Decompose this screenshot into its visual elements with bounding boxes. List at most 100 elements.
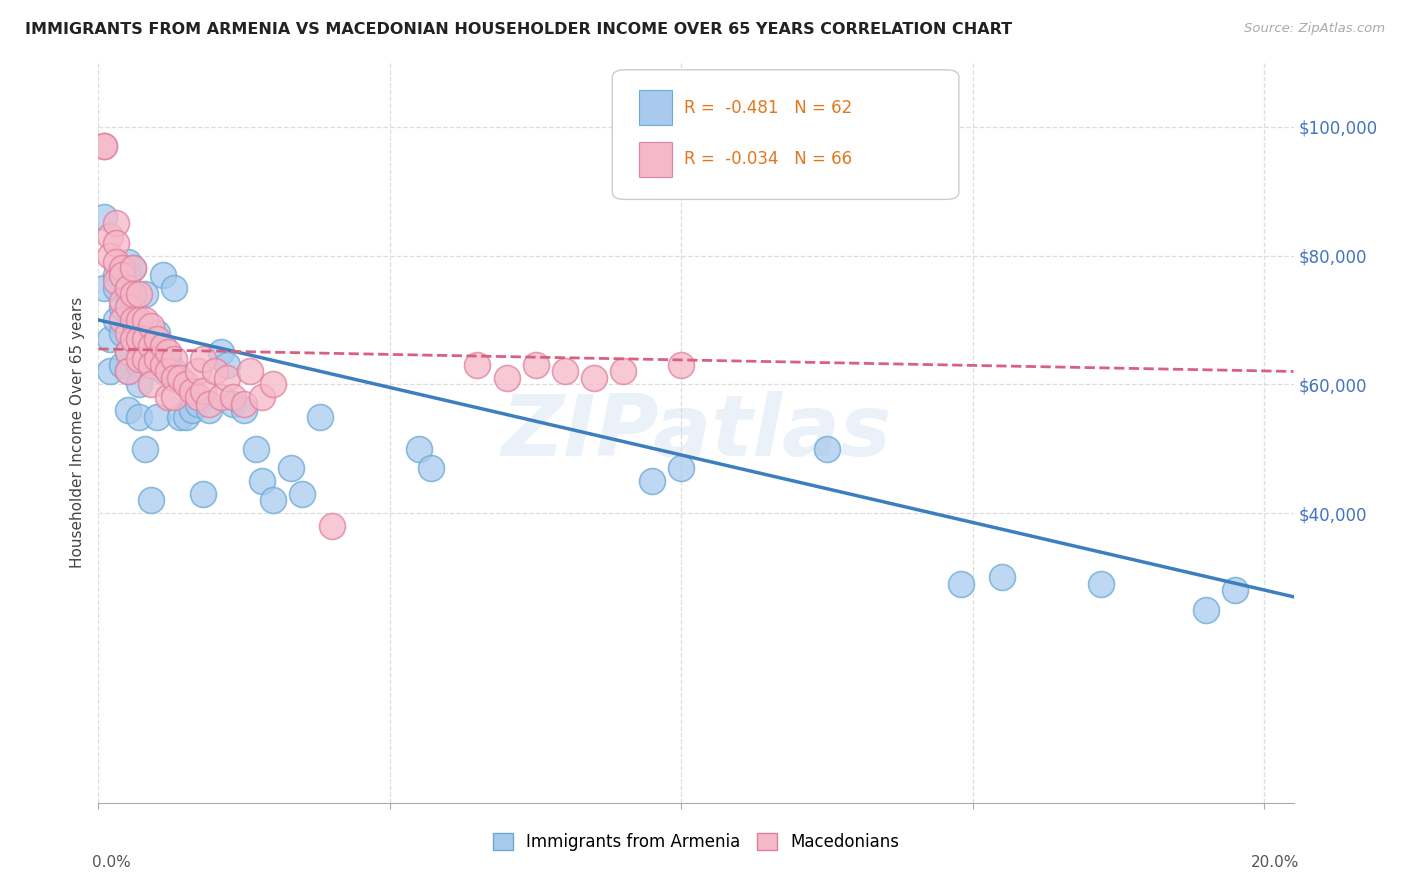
Point bbox=[117, 281, 139, 295]
Point bbox=[134, 332, 156, 346]
Point bbox=[139, 358, 162, 372]
Point bbox=[104, 216, 127, 230]
Point bbox=[139, 377, 162, 392]
Point bbox=[169, 371, 191, 385]
Point bbox=[193, 384, 215, 398]
Point bbox=[193, 351, 215, 366]
Point bbox=[233, 403, 256, 417]
Point bbox=[145, 332, 167, 346]
Point bbox=[163, 281, 186, 295]
Point bbox=[93, 210, 115, 224]
Point bbox=[198, 403, 221, 417]
Point bbox=[245, 442, 267, 456]
Point bbox=[111, 268, 134, 282]
Point bbox=[193, 487, 215, 501]
Point bbox=[163, 364, 186, 378]
Point bbox=[128, 351, 150, 366]
Point bbox=[117, 364, 139, 378]
Point bbox=[104, 313, 127, 327]
Point bbox=[174, 377, 197, 392]
Point bbox=[128, 358, 150, 372]
Point bbox=[262, 493, 284, 508]
Point bbox=[122, 261, 145, 276]
Point bbox=[111, 358, 134, 372]
Point bbox=[98, 229, 121, 244]
Point bbox=[815, 442, 838, 456]
Point bbox=[186, 390, 208, 404]
Point bbox=[117, 345, 139, 359]
Point bbox=[671, 461, 693, 475]
Point bbox=[104, 268, 127, 282]
Point bbox=[174, 409, 197, 424]
Point bbox=[104, 281, 127, 295]
Point bbox=[209, 345, 232, 359]
Point bbox=[128, 332, 150, 346]
Point bbox=[1090, 577, 1112, 591]
Point bbox=[152, 358, 174, 372]
Point bbox=[524, 358, 547, 372]
Point bbox=[163, 371, 186, 385]
Point bbox=[128, 313, 150, 327]
Point bbox=[98, 249, 121, 263]
Point bbox=[233, 397, 256, 411]
Point bbox=[122, 332, 145, 346]
Point bbox=[98, 332, 121, 346]
Point bbox=[157, 345, 180, 359]
Point bbox=[93, 281, 115, 295]
Point bbox=[671, 358, 693, 372]
Legend: Immigrants from Armenia, Macedonians: Immigrants from Armenia, Macedonians bbox=[486, 826, 905, 857]
Text: Source: ZipAtlas.com: Source: ZipAtlas.com bbox=[1244, 22, 1385, 36]
Point bbox=[134, 351, 156, 366]
Point bbox=[291, 487, 314, 501]
Point bbox=[93, 139, 115, 153]
Point bbox=[111, 300, 134, 314]
Point bbox=[163, 390, 186, 404]
Point bbox=[117, 326, 139, 340]
Point bbox=[93, 139, 115, 153]
Point bbox=[139, 493, 162, 508]
Point bbox=[139, 339, 162, 353]
Point bbox=[157, 364, 180, 378]
Point bbox=[117, 403, 139, 417]
Point bbox=[152, 364, 174, 378]
FancyBboxPatch shape bbox=[638, 90, 672, 126]
Point bbox=[152, 339, 174, 353]
Point bbox=[134, 442, 156, 456]
Point bbox=[186, 397, 208, 411]
Point bbox=[111, 261, 134, 276]
FancyBboxPatch shape bbox=[613, 70, 959, 200]
Point bbox=[950, 577, 973, 591]
Point bbox=[98, 364, 121, 378]
Point bbox=[117, 268, 139, 282]
Text: ZIPatlas: ZIPatlas bbox=[501, 391, 891, 475]
Point bbox=[612, 364, 634, 378]
Point bbox=[467, 358, 489, 372]
Point bbox=[280, 461, 302, 475]
Point bbox=[221, 397, 243, 411]
Point bbox=[250, 390, 273, 404]
Point bbox=[128, 377, 150, 392]
Point bbox=[117, 345, 139, 359]
Point bbox=[1195, 602, 1218, 616]
Point bbox=[1225, 583, 1247, 598]
Text: 0.0%: 0.0% bbox=[93, 855, 131, 870]
Point bbox=[262, 377, 284, 392]
Point bbox=[152, 268, 174, 282]
Point bbox=[117, 300, 139, 314]
Point bbox=[134, 287, 156, 301]
Point bbox=[111, 313, 134, 327]
Point bbox=[495, 371, 517, 385]
Point bbox=[186, 364, 208, 378]
Point bbox=[582, 371, 605, 385]
Point bbox=[128, 409, 150, 424]
Y-axis label: Householder Income Over 65 years: Householder Income Over 65 years bbox=[69, 297, 84, 568]
Point bbox=[134, 313, 156, 327]
Point bbox=[117, 255, 139, 269]
Point bbox=[128, 287, 150, 301]
Point bbox=[221, 390, 243, 404]
Point bbox=[215, 358, 238, 372]
Point bbox=[554, 364, 576, 378]
Point bbox=[321, 519, 343, 533]
Point bbox=[122, 300, 145, 314]
Point bbox=[145, 351, 167, 366]
